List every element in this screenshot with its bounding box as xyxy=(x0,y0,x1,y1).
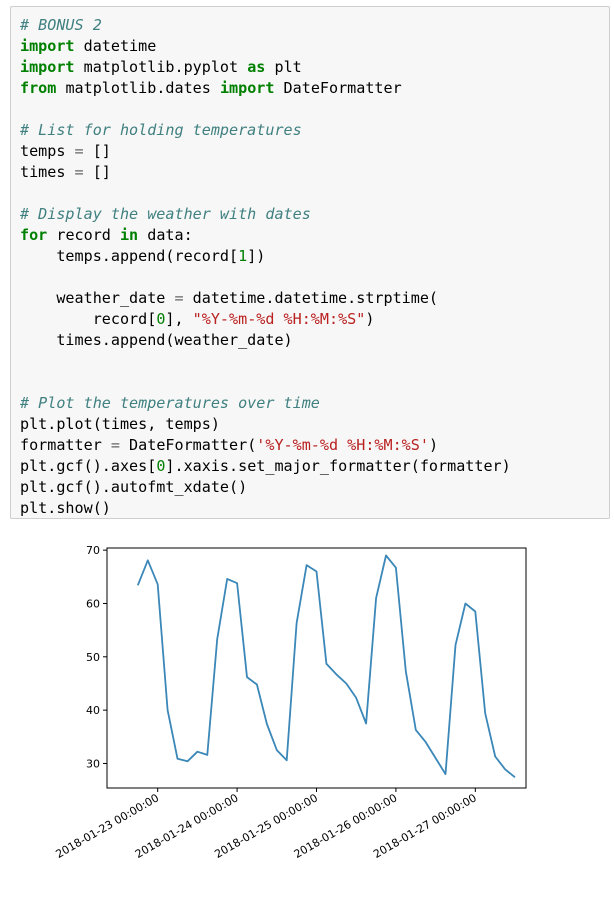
code-token: [] xyxy=(83,142,111,160)
code-token: import xyxy=(20,58,75,76)
code-token: matplotlib.pyplot xyxy=(74,58,248,76)
code-token: plt.gcf().axes[ xyxy=(20,457,157,475)
code-token: import xyxy=(20,37,75,55)
code-line: plt.plot(times, temps) xyxy=(20,415,220,433)
code-token: ]) xyxy=(247,247,266,265)
code-line: for record in data: xyxy=(20,226,193,244)
code-token: "%Y-%m-%d %H:%M:%S" xyxy=(192,310,366,328)
code-line: times.append(weather_date) xyxy=(20,331,293,349)
code-line: import matplotlib.pyplot as plt xyxy=(20,58,302,76)
code-token: DateFormatter( xyxy=(119,436,257,454)
code-token: record[ xyxy=(20,310,157,328)
code-token: for xyxy=(20,226,48,244)
code-token: 0 xyxy=(156,310,166,328)
series-line xyxy=(136,554,516,779)
code-token: times xyxy=(20,163,75,181)
code-token: 1 xyxy=(238,247,248,265)
code-token: record xyxy=(47,226,120,244)
code-token: plt.show() xyxy=(20,499,111,517)
code-token: '%Y-%m-%d %H:%M:%S' xyxy=(256,436,429,454)
code-token: matplotlib.dates xyxy=(56,79,220,97)
code-token: datetime xyxy=(74,37,157,55)
code-token: # List for holding temperatures xyxy=(20,121,302,139)
code-token: import xyxy=(219,79,275,97)
code-token: ) xyxy=(428,436,439,454)
output-area: 30 40 50 60 70 2018-01-23 00:00:00 2018-01-24… xyxy=(0,530,614,898)
code-line: plt.show() xyxy=(20,499,111,517)
code-token: data: xyxy=(138,226,193,244)
code-token: = xyxy=(74,163,84,181)
code-line: plt.gcf().axes[0].xaxis.set_major_format… xyxy=(20,457,511,475)
code-line: plt.gcf().autofmt_xdate() xyxy=(20,478,247,496)
code-token: # Display the weather with dates xyxy=(20,205,311,223)
code-token: plt.plot(times, temps) xyxy=(20,415,220,433)
code-token: plt xyxy=(265,58,302,76)
code-token: = xyxy=(174,289,184,307)
code-token: temps.append(record[ xyxy=(20,247,239,265)
code-line: # List for holding temperatures xyxy=(20,121,302,139)
code-token: 0 xyxy=(156,457,166,475)
code-line: # Plot the temperatures over time xyxy=(20,394,320,412)
plot-frame xyxy=(106,547,527,789)
code-line: weather_date = datetime.datetime.strptim… xyxy=(20,289,438,307)
code-token: times.append(weather_date) xyxy=(20,331,293,349)
code-cell[interactable]: # BONUS 2 import datetime import matplot… xyxy=(10,6,610,519)
code-editor[interactable]: # BONUS 2 import datetime import matplot… xyxy=(11,7,609,519)
code-token: = xyxy=(110,436,120,454)
y-tick-label: 60 xyxy=(86,597,100,610)
code-line: record[0], "%Y-%m-%d %H:%M:%S") xyxy=(20,310,375,328)
code-line: temps.append(record[1]) xyxy=(20,247,265,265)
code-token: as xyxy=(247,58,266,76)
code-token: datetime.datetime.strptime( xyxy=(183,289,439,307)
code-token: [] xyxy=(83,163,111,181)
code-token: from xyxy=(20,79,57,97)
code-token: = xyxy=(74,142,84,160)
code-token: ].xaxis.set_major_formatter(formatter) xyxy=(165,457,511,475)
code-line: import datetime xyxy=(20,37,156,55)
code-token: ) xyxy=(365,310,375,328)
code-token: # BONUS 2 xyxy=(20,16,102,34)
y-tick-label: 50 xyxy=(86,651,100,664)
code-token: temps xyxy=(20,142,75,160)
code-line: temps = [] xyxy=(20,142,111,160)
code-token: weather_date xyxy=(20,289,175,307)
y-tick-label: 30 xyxy=(86,757,100,770)
code-token: DateFormatter xyxy=(274,79,402,97)
y-tick-label: 70 xyxy=(86,544,100,557)
code-line: # Display the weather with dates xyxy=(20,205,311,223)
code-token: ], xyxy=(165,310,193,328)
code-token: in xyxy=(119,226,139,244)
y-tick-label: 40 xyxy=(86,704,100,717)
code-token: # Plot the temperatures over time xyxy=(20,394,320,412)
code-line: from matplotlib.dates import DateFormatt… xyxy=(20,79,402,97)
code-token: formatter xyxy=(20,436,111,454)
code-line: # BONUS 2 xyxy=(20,16,102,34)
code-line: formatter = DateFormatter('%Y-%m-%d %H:%… xyxy=(20,436,438,454)
code-line: times = [] xyxy=(20,163,111,181)
code-token: plt.gcf().autofmt_xdate() xyxy=(20,478,248,496)
